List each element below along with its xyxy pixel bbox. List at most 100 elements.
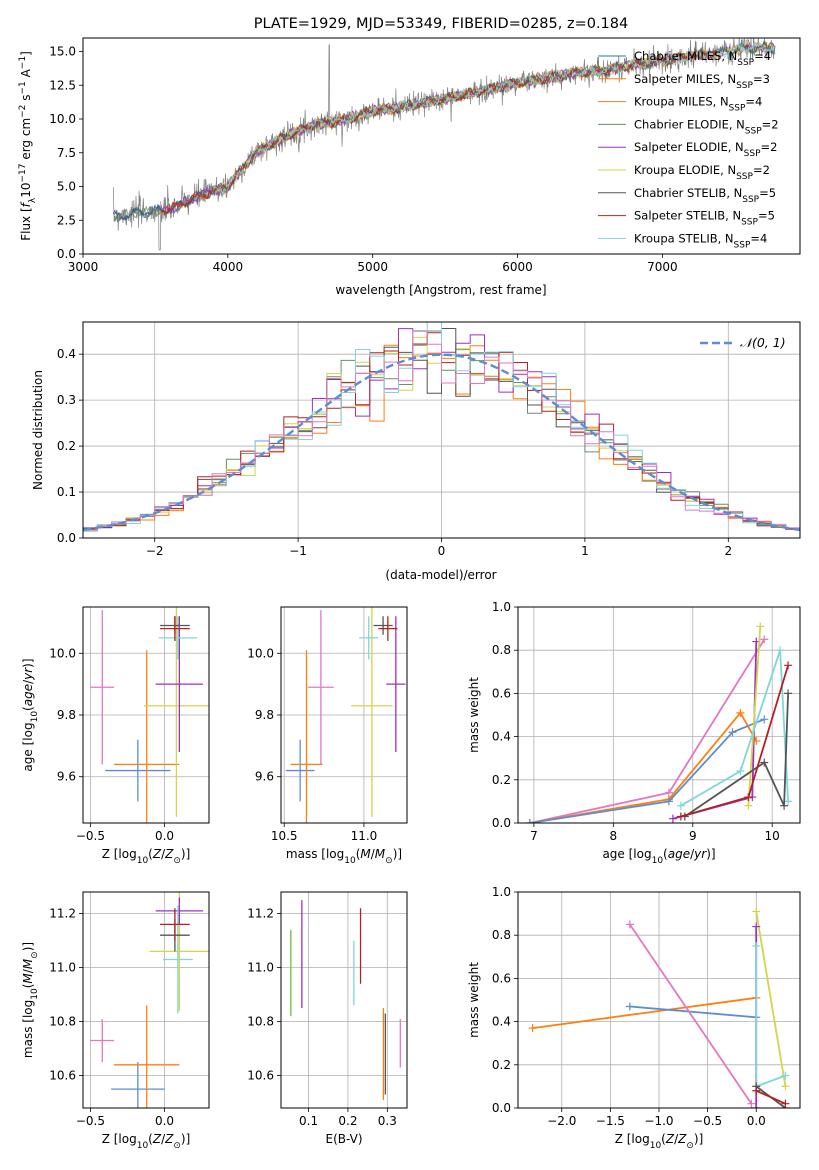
y-tick-label: 9.8 [255,708,274,722]
legend-entry: Chabrier MILES, NSSP=4 [634,49,771,68]
x-axis-label: wavelength [Angstrom, rest frame] [335,283,546,297]
model-spectrum-line [212,41,776,197]
x-tick-label: 7 [530,829,538,843]
x-tick-label: 0 [438,544,446,558]
axes-frame [82,891,210,1109]
y-axis-label: mass weight [467,677,481,753]
x-tick-label: 0.2 [338,1114,357,1128]
x-tick-label: −0.5 [76,1114,105,1128]
x-tick-label: 0.0 [155,1114,174,1128]
y-tick-label: 10.0 [49,112,76,126]
y-tick-label: 0.1 [57,485,76,499]
mass-weight-marker [728,728,737,737]
x-tick-label: −2 [146,544,164,558]
mass-weight-vs-age-axes: 7 8 9 10 0.0 0.2 0.4 0.6 0.8 1.0 age [log10(age/yr… [467,600,801,866]
y-axis-label: Flux [fλ10−17 erg cm−2 s−1 A−1] [18,51,38,241]
mass-weight-marker [760,715,769,724]
mass-weight-line [672,641,758,820]
axes-frame [82,37,801,255]
x-tick-label: 4000 [213,260,244,274]
residual-axes: −2 −1 0 1 2 0.0 0.1 0.2 0.3 0.4 (data-model)/error… [31,321,801,582]
x-tick-label: 0.0 [155,829,174,843]
mass-weight-marker [625,920,634,929]
legend-entry: 𝒩(0, 1) [740,335,786,350]
mass-weight-marker [752,1086,761,1095]
axes-frame [82,606,210,824]
y-tick-label: 0.6 [492,686,511,700]
x-tick-label: −1.5 [596,1114,625,1128]
axes-frame [280,606,408,824]
normal-reference-curve [83,353,800,532]
y-tick-label: 9.8 [57,708,76,722]
y-tick-label: 11.2 [49,907,76,921]
mass-weight-line [629,1005,757,1019]
mass-weight-line [755,1089,786,1105]
axes-frame [517,606,801,824]
y-tick-label: 0.0 [492,816,511,830]
plot-area [90,607,209,823]
mass-weight-marker [744,793,753,802]
model-spectrum-line [160,48,718,215]
plot-area [528,907,790,1108]
y-tick-label: 7.5 [57,146,76,160]
y-tick-label: 0.0 [57,247,76,261]
mass-weight-line [747,626,762,806]
x-tick-label: 3000 [68,260,99,274]
y-tick-label: 0.2 [492,1058,511,1072]
y-tick-label: 9.6 [255,770,274,784]
x-axis-label: Z [log10(Z/Z⊙)] [615,1132,704,1151]
x-axis-label: Z [log10(Z/Z⊙)] [102,847,191,866]
plot-area [112,38,776,251]
x-tick-label: 11.0 [351,829,378,843]
y-axis-label: age [log10(age/yr)] [21,658,40,771]
x-axis-label: mass [log10(M/M⊙)] [286,847,402,866]
x-tick-label: 6000 [502,260,533,274]
y-tick-label: 0.2 [57,439,76,453]
mass-weight-marker [664,797,673,806]
legend-entry: Kroupa ELODIE, NSSP=2 [634,163,770,182]
y-tick-label: 0.2 [492,773,511,787]
mass-weight-marker [668,814,677,823]
y-tick-label: 0.4 [492,730,511,744]
y-tick-label: 0.3 [57,393,76,407]
mass-vs-metallicity-axes: −0.5 0.0 10.6 10.8 11.0 11.2 Z [log10(Z/Z⊙)] ma… [21,891,210,1151]
mass-weight-marker [781,1071,790,1080]
x-tick-label: −0.5 [76,829,105,843]
age-vs-mass-axes: 10.5 11.0 9.6 9.8 10.0 mass [log10(M/M⊙)] [247,606,408,866]
x-axis-label: (data-model)/error [385,568,496,582]
y-tick-label: 0.6 [492,971,511,985]
y-tick-label: 10.8 [247,1015,274,1029]
mass-weight-marker [525,819,534,823]
x-tick-label: 8 [610,829,618,843]
x-tick-label: 0.3 [378,1114,397,1128]
legend-entry: Chabrier ELODIE, NSSP=2 [634,117,779,136]
x-tick-label: −2.0 [547,1114,576,1128]
legend-entry: Chabrier STELIB, NSSP=5 [634,186,776,205]
x-tick-label: 0.0 [747,1114,766,1128]
mass-weight-vs-metallicity-axes: −2.0 −1.5 −1.0 −0.5 0.0 0.0 0.2 0.4 0.6 0.8 1.0 Z [… [467,885,801,1151]
mass-weight-line [529,638,766,823]
mass-weight-marker [676,812,685,821]
mass-weight-marker [676,801,685,810]
y-tick-label: 0.0 [57,531,76,545]
mass-weight-marker [752,942,761,950]
mass-weight-marker [780,801,789,810]
mass-weight-marker [760,635,769,644]
model-spectrum-line [212,41,775,196]
axes-frame [517,891,801,1109]
x-tick-label: 1 [581,544,589,558]
plot-area [525,622,793,823]
y-tick-label: 10.0 [247,646,274,660]
legend-entry: Kroupa MILES, NSSP=4 [634,95,762,114]
legend: Chabrier MILES, NSSP=4 Salpeter MILES, NS… [598,49,779,250]
mass-weight-marker [752,1104,761,1108]
age-vs-metallicity-axes: −0.5 0.0 9.6 9.8 10.0 Z [log10(Z/Z⊙)] age [log… [21,606,210,866]
x-axis-label: Z [log10(Z/Z⊙)] [102,1132,191,1151]
x-axis-label: age [log10(age/yr)] [602,847,715,866]
mass-weight-marker [756,622,765,631]
mass-weight-marker [781,1082,790,1091]
plot-area [90,892,209,1108]
mass-weight-marker [744,801,753,810]
model-spectrum-line [112,41,776,221]
y-tick-label: 15.0 [49,45,76,59]
